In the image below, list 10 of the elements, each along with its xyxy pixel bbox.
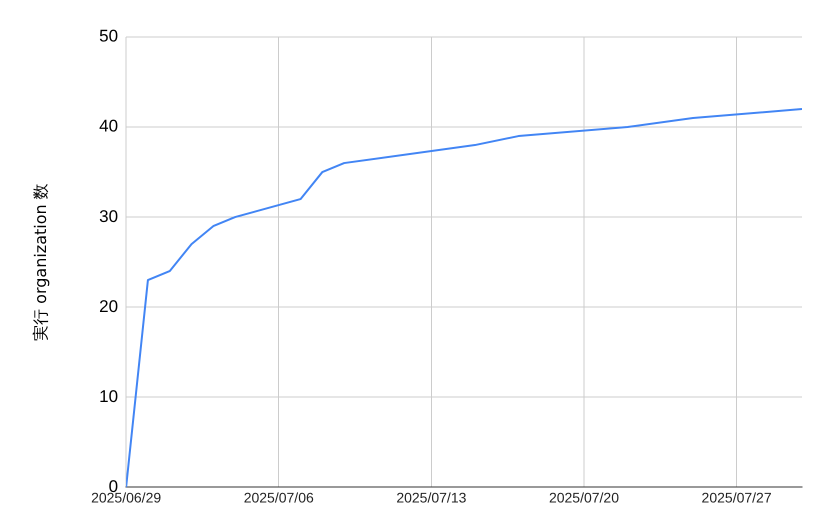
x-tick-label: 2025/07/06	[244, 489, 314, 506]
y-tick-label: 40	[99, 116, 118, 136]
y-tick-label: 50	[99, 26, 118, 46]
x-tick-label: 2025/07/27	[702, 489, 772, 506]
y-tick-label: 20	[99, 296, 118, 316]
y-axis-title: 実行 organization 数	[30, 183, 50, 341]
x-tick-label: 2025/07/13	[396, 489, 467, 506]
x-tick-label: 2025/07/20	[548, 489, 620, 506]
y-tick-label: 30	[99, 206, 118, 226]
y-tick-label: 10	[99, 386, 118, 406]
